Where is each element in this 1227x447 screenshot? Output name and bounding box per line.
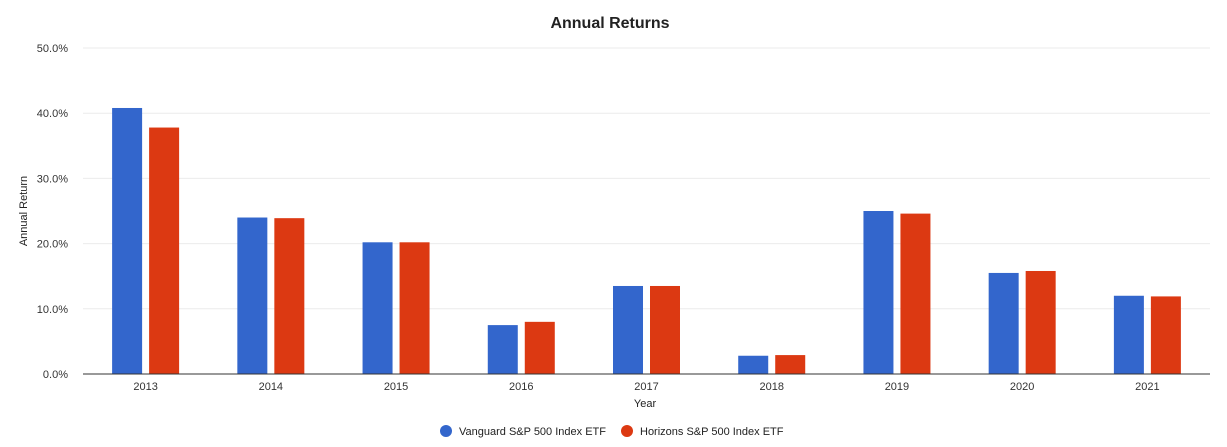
legend-item-vanguard[interactable]: Vanguard S&P 500 Index ETF (440, 425, 606, 438)
x-tick-label: 2019 (885, 381, 909, 393)
x-tick-label: 2015 (384, 381, 408, 393)
bar-2019-vanguard[interactable] (863, 211, 894, 374)
bar-2015-horizons[interactable] (399, 242, 430, 374)
x-tick-label: 2014 (259, 381, 283, 393)
bar-2018-horizons[interactable] (775, 355, 806, 374)
bar-2017-vanguard[interactable] (613, 285, 643, 374)
y-tick-label: 30.0% (37, 173, 68, 185)
x-tick-label: 2020 (1010, 381, 1034, 393)
bar-2017-horizons[interactable] (650, 285, 680, 374)
legend-label: Vanguard S&P 500 Index ETF (459, 426, 606, 438)
x-tick-label: 2018 (759, 381, 783, 393)
x-axis-label: Year (634, 398, 657, 410)
y-tick-label: 0.0% (43, 369, 68, 381)
x-tick-label: 2021 (1135, 381, 1159, 393)
bar-2015-vanguard[interactable] (362, 242, 393, 374)
bar-2021-horizons[interactable] (1150, 296, 1181, 374)
bar-2013-vanguard[interactable] (112, 107, 143, 374)
y-tick-label: 50.0% (37, 43, 68, 55)
bar-2013-horizons[interactable] (149, 127, 180, 374)
x-tick-label: 2013 (133, 381, 157, 393)
legend-item-horizons[interactable]: Horizons S&P 500 Index ETF (621, 425, 784, 438)
legend-marker-icon (440, 425, 452, 437)
y-tick-label: 20.0% (37, 239, 68, 251)
legend-label: Horizons S&P 500 Index ETF (640, 426, 784, 438)
bar-2016-horizons[interactable] (524, 321, 555, 374)
bars (112, 107, 1181, 374)
chart-title: Annual Returns (550, 15, 669, 32)
x-tick-label: 2016 (509, 381, 533, 393)
bar-2021-vanguard[interactable] (1113, 295, 1144, 374)
bar-2018-vanguard[interactable] (738, 355, 769, 374)
bar-2014-vanguard[interactable] (237, 217, 268, 374)
bar-2020-vanguard[interactable] (988, 272, 1019, 374)
gridlines (83, 47, 1210, 310)
bar-2016-vanguard[interactable] (487, 325, 518, 374)
y-tick-label: 40.0% (37, 108, 68, 120)
x-axis-ticks: 2013 2014 2015 2016 2017 2018 2019 2020 2021 (133, 381, 1159, 393)
bar-2019-horizons[interactable] (900, 213, 931, 374)
x-tick-label: 2017 (634, 381, 658, 393)
bar-2020-horizons[interactable] (1025, 270, 1056, 374)
y-tick-label: 10.0% (37, 304, 68, 316)
bar-2014-horizons[interactable] (274, 218, 305, 374)
y-axis-label: Annual Return (18, 176, 30, 246)
legend-marker-icon (621, 425, 633, 437)
legend[interactable]: Vanguard S&P 500 Index ETF Horizons S&P 5… (440, 425, 784, 438)
y-axis-ticks: 0.0% 10.0% 20.0% 30.0% 40.0% 50.0% (37, 43, 68, 381)
